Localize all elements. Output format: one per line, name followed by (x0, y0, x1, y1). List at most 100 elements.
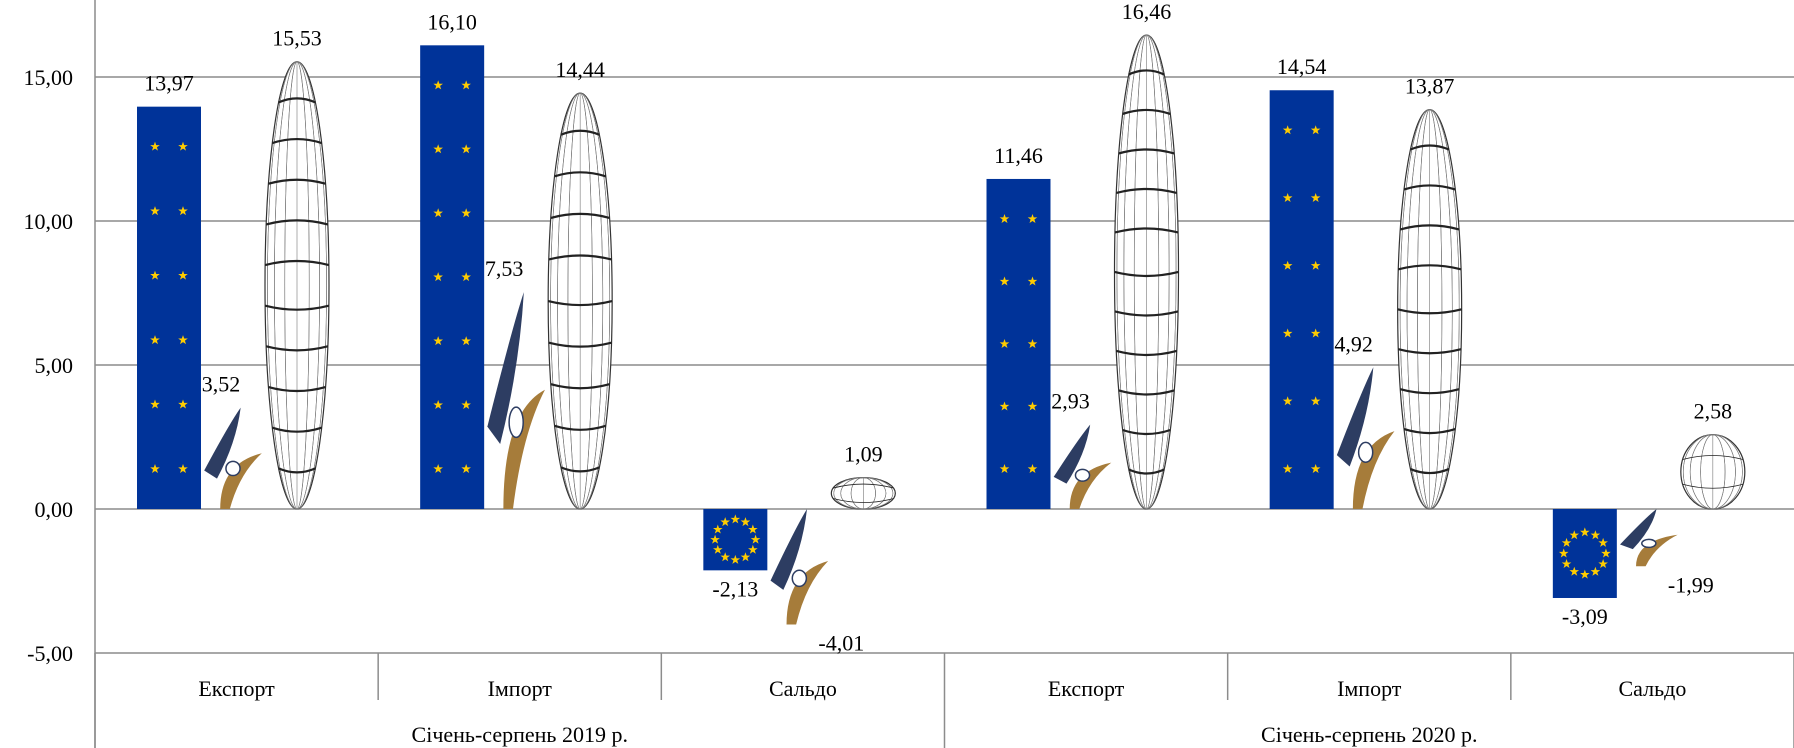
data-label: -1,99 (1668, 572, 1714, 597)
eu-flag-bar (1269, 90, 1334, 510)
eaeu-emblem-dark-wing (1336, 367, 1374, 467)
globe-icon-bar-1 (547, 92, 613, 510)
globe-parallel (271, 137, 323, 145)
globe-meridian (267, 61, 327, 510)
eaeu-emblem-gold-wing (1069, 462, 1112, 509)
globe-parallel (1682, 455, 1744, 460)
eu-flag-bar-2 (703, 509, 768, 571)
eaeu-emblem-bar-1 (487, 292, 545, 509)
data-label: 3,52 (202, 372, 241, 397)
globe-parallel (1114, 270, 1179, 278)
eaeu-emblem-bar-5 (1620, 509, 1678, 567)
globe-parallel (265, 219, 329, 226)
eaeu-emblem-center (791, 569, 808, 588)
globe-parallel (550, 212, 610, 219)
globe-parallel (1403, 428, 1456, 435)
data-label: 7,53 (485, 256, 524, 281)
eaeu-emblem-gold-wing (1352, 431, 1395, 509)
globe-parallel (268, 385, 326, 393)
globe-icon-bar-4 (1397, 108, 1463, 510)
category-label: Сальдо (1618, 676, 1686, 701)
globe-parallel (268, 178, 326, 185)
globe-parallel (1398, 348, 1462, 355)
eu-flag-bar-4 (1269, 90, 1334, 510)
category-label: Експорт (198, 676, 275, 701)
globe-parallel (833, 498, 894, 503)
y-tick-label: 0,00 (35, 497, 74, 522)
globe-parallel (278, 97, 316, 104)
globe-parallel (1682, 483, 1744, 489)
eu-flag-bar (137, 106, 201, 509)
data-label: 2,93 (1051, 389, 1090, 414)
group-label: Січень-серпень 2020 р. (1261, 722, 1477, 747)
category-label: Імпорт (488, 676, 553, 701)
globe-parallel (1410, 468, 1450, 475)
eaeu-emblem-gold-wing (220, 453, 262, 509)
data-label: 13,87 (1405, 74, 1455, 99)
eaeu-emblem-center (1357, 441, 1374, 463)
eu-flag-bar (420, 45, 485, 509)
eaeu-emblem-dark-wing (204, 407, 241, 479)
y-tick-label: -5,00 (27, 641, 73, 666)
globe-parallel (264, 304, 330, 311)
data-label: 4,92 (1334, 331, 1373, 356)
globe-icon-bar-2 (830, 477, 896, 510)
globe-parallel (1116, 349, 1177, 357)
data-label: 11,46 (994, 143, 1043, 168)
globe-parallel (1400, 388, 1460, 395)
globe-parallel (833, 483, 894, 489)
category-label: Експорт (1048, 676, 1125, 701)
globe-parallel (1122, 108, 1171, 116)
eaeu-emblem-gold-wing (786, 560, 829, 625)
data-label: 15,53 (272, 26, 322, 51)
data-label: 14,54 (1277, 54, 1327, 79)
eaeu-emblem-center (225, 460, 241, 477)
y-tick-label: 5,00 (35, 353, 74, 378)
data-label: 13,97 (144, 71, 194, 96)
globe-parallel (1398, 264, 1462, 271)
globe-parallel (1400, 224, 1460, 231)
eaeu-emblem-center (1074, 468, 1091, 482)
y-tick-label: 10,00 (24, 209, 74, 234)
eu-flag-bar-5 (1552, 509, 1617, 598)
globe-parallel (550, 383, 610, 390)
globe-parallel (548, 341, 612, 348)
globe-parallel (554, 424, 607, 431)
globe-parallel (1114, 227, 1179, 234)
eaeu-emblem-dark-wing (770, 509, 808, 590)
category-label: Сальдо (769, 676, 837, 701)
data-label: 1,09 (844, 442, 883, 467)
eaeu-emblem-bar-3 (1053, 424, 1112, 509)
eu-flag-bar-0 (137, 106, 201, 509)
globe-icon-bar-5 (1680, 434, 1746, 510)
globe-parallel (1122, 428, 1171, 436)
data-label: -3,09 (1562, 604, 1608, 629)
data-label: 2,58 (1694, 399, 1733, 424)
eu-flag-bar-3 (986, 178, 1051, 509)
globe-parallel (554, 171, 607, 178)
group-label: Січень-серпень 2019 р. (412, 722, 628, 747)
eaeu-emblem-gold-wing (1636, 534, 1678, 567)
eaeu-emblem-dark-wing (1053, 424, 1091, 484)
globe-parallel (278, 467, 316, 474)
globe-parallel (1397, 308, 1462, 315)
data-label: 14,44 (555, 57, 605, 82)
eaeu-emblem-bar-0 (204, 407, 262, 509)
globe-parallel (547, 299, 613, 307)
globe-parallel (1128, 69, 1165, 76)
data-label: 16,46 (1122, 0, 1172, 24)
globe-icon-bar-0 (264, 61, 330, 510)
category-label: Імпорт (1337, 676, 1402, 701)
eaeu-emblem-dark-wing (1620, 509, 1657, 550)
data-label: -4,01 (818, 630, 864, 655)
globe-parallel (1118, 389, 1175, 396)
globe-parallel (1114, 310, 1179, 317)
data-label: 16,10 (427, 9, 477, 34)
eaeu-emblem-gold-wing (503, 389, 545, 509)
globe-parallel (1403, 184, 1456, 191)
globe-parallel (1116, 187, 1177, 195)
globe-parallel (1128, 468, 1165, 475)
globe-parallel (264, 259, 330, 267)
globe-parallel (1410, 144, 1450, 151)
